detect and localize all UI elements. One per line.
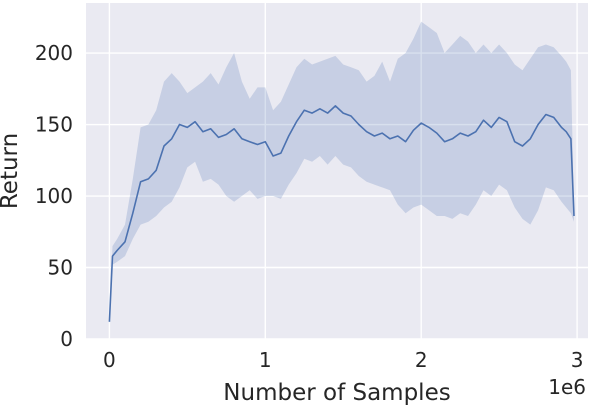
- y-tick-label: 150: [35, 113, 73, 137]
- x-axis-title: Number of Samples: [223, 380, 450, 406]
- y-tick-label: 100: [35, 184, 73, 208]
- mean-return-line: [108, 105, 575, 322]
- plot-background: [86, 3, 588, 339]
- gridlines: [86, 3, 588, 340]
- confidence-band: [109, 21, 575, 325]
- x-tick-label: 1: [259, 348, 272, 372]
- y-tick-label: 200: [35, 41, 73, 65]
- x-offset-label: 1e6: [548, 375, 586, 399]
- y-tick-label: 0: [60, 327, 73, 351]
- x-tick-label: 2: [415, 348, 428, 372]
- y-axis-title: Return: [0, 133, 23, 209]
- x-tick-label: 0: [103, 348, 116, 372]
- y-tick-label: 50: [48, 256, 73, 280]
- x-tick-labels: 0 1 2 3: [103, 348, 583, 372]
- y-tick-labels: 0 50 100 150 200: [35, 41, 73, 351]
- x-tick-label: 3: [571, 348, 584, 372]
